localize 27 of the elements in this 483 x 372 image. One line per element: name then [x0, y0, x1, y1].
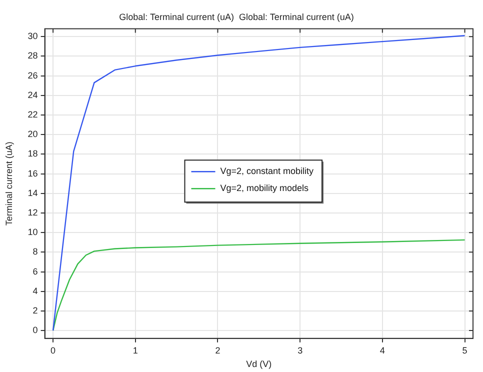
x-tick-label: 3 — [298, 345, 303, 356]
y-tick-label: 12 — [28, 207, 38, 218]
x-tick-label: 1 — [132, 345, 138, 356]
y-tick-label: 28 — [28, 50, 38, 61]
x-axis-title: Vd (V) — [246, 359, 272, 370]
y-tick-label: 18 — [28, 148, 38, 159]
chart-title: Global: Terminal current (uA) Global: Terminal current (uA) — [119, 12, 354, 22]
x-tick-label: 5 — [462, 345, 468, 356]
legend-label: Vg=2, mobility models — [220, 183, 310, 194]
x-tick-label: 2 — [215, 345, 220, 356]
y-axis-title: Terminal current (uA) — [4, 142, 14, 226]
legend-label: Vg=2, constant mobility — [220, 166, 314, 176]
y-tick-label: 2 — [32, 305, 38, 316]
y-tick-label: 22 — [28, 110, 38, 120]
y-tick-label: 30 — [28, 31, 38, 42]
y-tick-label: 20 — [28, 129, 38, 140]
y-tick-label: 24 — [28, 90, 38, 100]
y-tick-label: 8 — [32, 246, 38, 257]
y-tick-label: 14 — [28, 188, 38, 198]
y-tick-label: 0 — [32, 325, 38, 336]
y-tick-label: 16 — [28, 168, 38, 178]
y-tick-label: 6 — [32, 266, 38, 276]
x-tick-label: 0 — [50, 345, 56, 356]
y-tick-label: 4 — [32, 286, 38, 296]
y-tick-label: 10 — [28, 227, 38, 238]
y-tick-label: 26 — [28, 70, 38, 80]
x-tick-label: 4 — [380, 345, 385, 356]
